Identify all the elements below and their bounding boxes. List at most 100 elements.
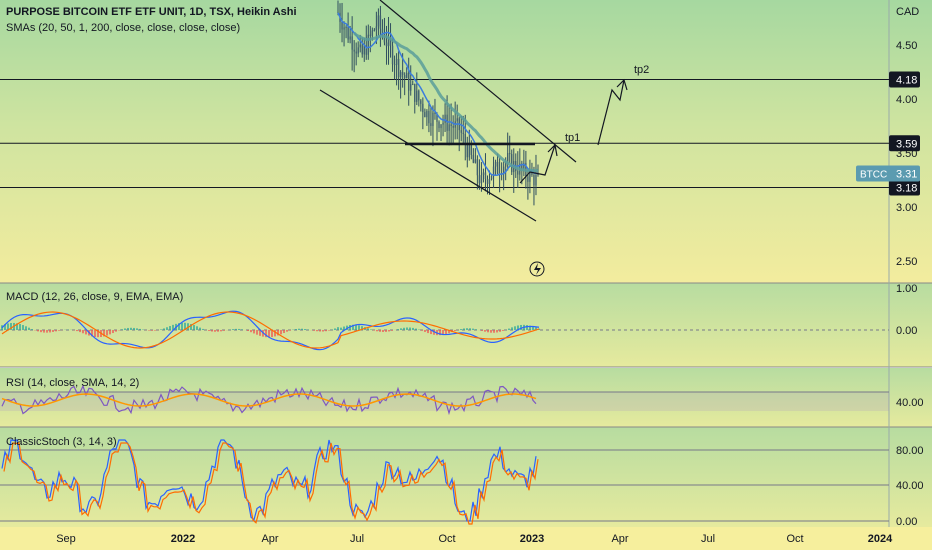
candle-body xyxy=(535,175,536,186)
candle-body xyxy=(386,42,387,46)
candle-body xyxy=(408,73,409,91)
candle-body xyxy=(438,122,439,128)
macd-histogram-bar xyxy=(424,330,426,332)
macd-histogram-bar xyxy=(379,330,381,332)
macd-histogram-bar xyxy=(235,329,237,330)
macd-histogram-bar xyxy=(472,329,474,330)
macd-histogram-bar xyxy=(130,328,132,330)
price-tick-label: 3.00 xyxy=(896,202,917,214)
macd-histogram-bar xyxy=(193,325,195,330)
macd-histogram-bar xyxy=(454,330,456,331)
candle-body xyxy=(358,47,359,53)
macd-histogram-bar xyxy=(484,330,486,332)
macd-histogram-bar xyxy=(160,329,162,330)
stoch-pane-bg xyxy=(0,427,932,527)
symbol-title[interactable]: PURPOSE BITCOIN ETF ETF UNIT, 1D, TSX, H… xyxy=(6,6,297,18)
candle-body xyxy=(370,35,371,36)
candle-body xyxy=(372,30,373,35)
candle-body xyxy=(362,45,363,55)
time-axis-label: Apr xyxy=(261,533,278,545)
macd-histogram-bar xyxy=(490,330,492,333)
macd-histogram-bar xyxy=(328,330,330,331)
macd-histogram-bar xyxy=(19,324,21,330)
macd-histogram-bar xyxy=(238,329,240,330)
candle-body xyxy=(450,124,451,126)
macd-histogram-bar xyxy=(382,330,384,332)
candle-body xyxy=(533,175,534,185)
candle-body xyxy=(418,91,419,101)
candle-body xyxy=(406,73,407,78)
macd-histogram-bar xyxy=(148,330,150,331)
stoch-tick-label: 0.00 xyxy=(896,516,917,528)
candle-body xyxy=(463,133,464,134)
candle-body xyxy=(452,126,453,128)
macd-histogram-bar xyxy=(280,330,282,334)
candle-body xyxy=(360,45,361,48)
level-badge-label: 4.18 xyxy=(896,75,917,87)
macd-histogram-bar xyxy=(499,330,501,332)
candle-body xyxy=(517,171,518,175)
time-axis-label: 2023 xyxy=(520,533,544,545)
macd-histogram-bar xyxy=(112,330,114,333)
macd-histogram-bar xyxy=(466,328,468,330)
macd-histogram-bar xyxy=(163,328,165,330)
macd-histogram-bar xyxy=(463,328,465,330)
macd-histogram-bar xyxy=(49,330,51,332)
time-axis-label: 2022 xyxy=(171,533,195,545)
candle-body xyxy=(497,162,498,174)
candle-body xyxy=(456,118,457,121)
macd-histogram-bar xyxy=(415,329,417,330)
macd-histogram-bar xyxy=(199,328,201,330)
candle-body xyxy=(446,115,447,131)
macd-label[interactable]: MACD (12, 26, close, 9, EMA, EMA) xyxy=(6,291,183,303)
macd-histogram-bar xyxy=(94,330,96,337)
candle-body xyxy=(341,22,342,30)
macd-histogram-bar xyxy=(46,330,48,333)
time-axis-label: Oct xyxy=(438,533,455,545)
macd-histogram-bar xyxy=(511,327,513,330)
candle-body xyxy=(483,172,484,175)
candle-body xyxy=(426,111,427,117)
macd-histogram-bar xyxy=(109,330,111,334)
macd-histogram-bar xyxy=(316,330,318,331)
rsi-tick-label: 40.00 xyxy=(896,397,924,409)
symbol-badge-label: BTCC xyxy=(860,170,887,181)
macd-histogram-bar xyxy=(526,325,528,330)
macd-histogram-bar xyxy=(358,325,360,330)
macd-histogram-bar xyxy=(301,329,303,330)
macd-histogram-bar xyxy=(421,330,423,331)
macd-histogram-bar xyxy=(139,329,141,330)
last-price-label: 3.31 xyxy=(896,169,917,181)
macd-histogram-bar xyxy=(370,329,372,330)
candle-body xyxy=(394,64,395,65)
candle-body xyxy=(485,172,486,179)
candle-body xyxy=(473,155,474,163)
macd-histogram-bar xyxy=(181,323,183,330)
macd-histogram-bar xyxy=(220,330,222,331)
candle-body xyxy=(432,113,433,126)
macd-histogram-bar xyxy=(400,328,402,330)
macd-histogram-bar xyxy=(79,330,81,332)
macd-histogram-bar xyxy=(412,328,414,330)
candle-body xyxy=(477,159,478,175)
macd-histogram-bar xyxy=(319,330,321,332)
sma-legend[interactable]: SMAs (20, 50, 1, 200, close, close, clos… xyxy=(6,22,240,34)
price-tick-label: 4.50 xyxy=(896,40,917,52)
candle-body xyxy=(444,115,445,123)
macd-histogram-bar xyxy=(385,330,387,332)
currency-label: CAD xyxy=(896,6,919,18)
macd-histogram-bar xyxy=(340,328,342,330)
macd-histogram-bar xyxy=(166,327,168,330)
stoch-label[interactable]: ClassicStoch (3, 14, 3) xyxy=(6,436,117,448)
time-axis-label: Jul xyxy=(350,533,364,545)
macd-histogram-bar xyxy=(304,329,306,330)
macd-histogram-bar xyxy=(22,325,24,330)
candle-body xyxy=(442,123,443,125)
candle-body xyxy=(376,26,377,30)
macd-histogram-bar xyxy=(115,330,117,332)
macd-histogram-bar xyxy=(82,330,84,333)
macd-histogram-bar xyxy=(250,330,252,332)
rsi-label[interactable]: RSI (14, close, SMA, 14, 2) xyxy=(6,377,139,389)
